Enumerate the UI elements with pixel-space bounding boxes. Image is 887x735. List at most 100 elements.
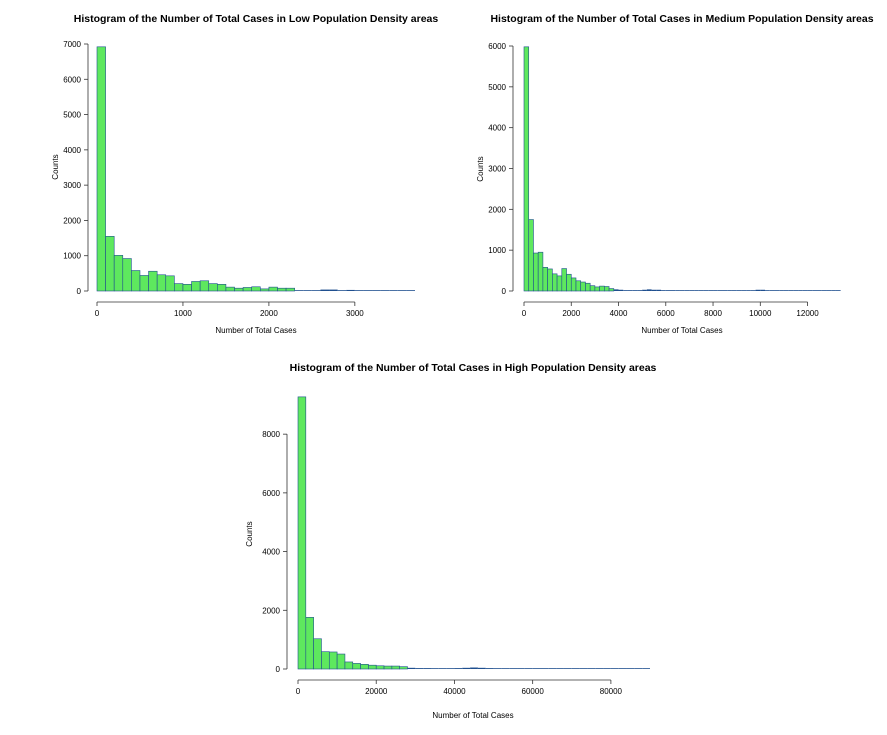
histogram-bar <box>665 290 671 291</box>
histogram-bar <box>566 273 572 292</box>
histogram-bar <box>741 290 747 291</box>
histogram-bar <box>462 667 471 669</box>
histogram-bar <box>552 273 558 292</box>
x-tick-label: 0 <box>522 309 527 318</box>
histogram-bar <box>485 668 494 669</box>
histogram-bar <box>746 290 751 291</box>
high-density-histogram: Histogram of the Number of Total Cases i… <box>245 362 657 720</box>
histogram-bar <box>798 290 803 291</box>
histogram-bar <box>225 286 235 292</box>
histogram-bar <box>594 286 600 292</box>
histogram-bar <box>722 290 728 291</box>
histogram-bar <box>613 289 619 291</box>
histogram-bar <box>694 290 699 291</box>
histogram-bar <box>626 668 635 669</box>
histogram-bar <box>556 668 564 669</box>
x-tick-label: 6000 <box>657 309 675 318</box>
histogram-bar <box>670 290 676 291</box>
histogram-bar <box>769 290 775 291</box>
x-tick-label: 1000 <box>174 309 192 318</box>
bars-high <box>297 396 650 670</box>
histogram-bar <box>831 290 836 291</box>
histogram-bar <box>750 290 756 291</box>
x-axis-label-low: Number of Total Cases <box>215 326 296 335</box>
histogram-bar <box>610 668 619 669</box>
histogram-bar <box>642 668 650 669</box>
y-axis-medium: 0 1000 2000 3000 4000 5000 6000 <box>488 42 514 296</box>
histogram-bar <box>821 290 827 291</box>
histogram-bar <box>199 280 210 292</box>
histogram-bar <box>646 289 652 291</box>
x-tick-label: 80000 <box>600 687 623 696</box>
histogram-bar <box>779 290 784 291</box>
x-axis-label-medium: Number of Total Cases <box>641 326 722 335</box>
histogram-bar <box>406 290 415 291</box>
histogram-bar <box>708 290 714 291</box>
histogram-bar <box>156 274 167 292</box>
x-axis-medium: 0 2000 4000 6000 8000 10000 12000 <box>522 301 819 318</box>
x-tick-label: 8000 <box>704 309 722 318</box>
histogram-bar <box>675 290 680 291</box>
y-tick-label: 6000 <box>262 489 280 498</box>
histogram-bar <box>556 275 563 292</box>
histogram-bar <box>346 289 355 291</box>
y-tick-label: 1000 <box>488 246 506 255</box>
histogram-bar <box>268 286 278 292</box>
histogram-bar <box>389 290 398 291</box>
histogram-bar <box>623 290 628 291</box>
histogram-bar <box>375 665 385 670</box>
histogram-bar <box>765 290 770 291</box>
histogram-bar <box>689 290 695 291</box>
histogram-bar <box>812 290 818 291</box>
histogram-bar <box>470 667 478 669</box>
histogram-bar <box>501 668 510 669</box>
histogram-bar <box>438 668 447 669</box>
histogram-bar <box>297 396 307 670</box>
histogram-bar <box>587 668 596 669</box>
y-axis-high: 0 2000 4000 6000 8000 <box>262 430 288 674</box>
histogram-bar <box>372 290 381 291</box>
histogram-bar <box>661 290 666 291</box>
histogram-bar <box>537 251 544 292</box>
y-tick-label: 4000 <box>63 146 81 155</box>
low-density-histogram: Histogram of the Number of Total Cases i… <box>51 13 438 335</box>
x-tick-label: 12000 <box>796 309 819 318</box>
histogram-bar <box>285 287 295 292</box>
histogram-bar <box>604 286 610 292</box>
histogram-bar <box>430 668 439 669</box>
y-axis-label-low: Counts <box>51 154 60 179</box>
histogram-bar <box>532 668 541 669</box>
histogram-bar <box>774 290 780 291</box>
histogram-bar <box>174 283 184 292</box>
histogram-bar <box>344 661 354 670</box>
histogram-bar <box>627 290 633 291</box>
histogram-bar <box>165 275 175 292</box>
histogram-bar <box>148 270 158 292</box>
histogram-bar <box>321 651 330 670</box>
y-tick-label: 0 <box>276 665 281 674</box>
histogram-bar <box>305 617 314 670</box>
y-tick-label: 4000 <box>488 124 506 133</box>
histogram-bar <box>524 668 533 669</box>
histogram-bar <box>703 290 709 291</box>
histogram-bar <box>329 289 338 291</box>
y-tick-label: 8000 <box>262 430 280 439</box>
histogram-bar <box>736 290 742 291</box>
histogram-bar <box>755 289 761 291</box>
histogram-bar <box>320 289 330 291</box>
chart-title-medium: Histogram of the Number of Total Cases i… <box>490 13 873 25</box>
histogram-bar <box>328 651 338 670</box>
histogram-bar <box>311 290 321 291</box>
x-axis-high: 0 20000 40000 60000 80000 <box>296 679 623 696</box>
histogram-bar <box>634 668 643 669</box>
x-tick-label: 10000 <box>749 309 772 318</box>
histogram-bar <box>727 290 732 291</box>
y-axis-label-medium: Counts <box>476 156 485 181</box>
y-tick-label: 6000 <box>63 75 81 84</box>
histogram-bar <box>337 290 347 291</box>
x-tick-label: 4000 <box>610 309 628 318</box>
histogram-bar <box>191 281 201 292</box>
histogram-bar <box>360 663 369 670</box>
histogram-bar <box>139 275 149 292</box>
